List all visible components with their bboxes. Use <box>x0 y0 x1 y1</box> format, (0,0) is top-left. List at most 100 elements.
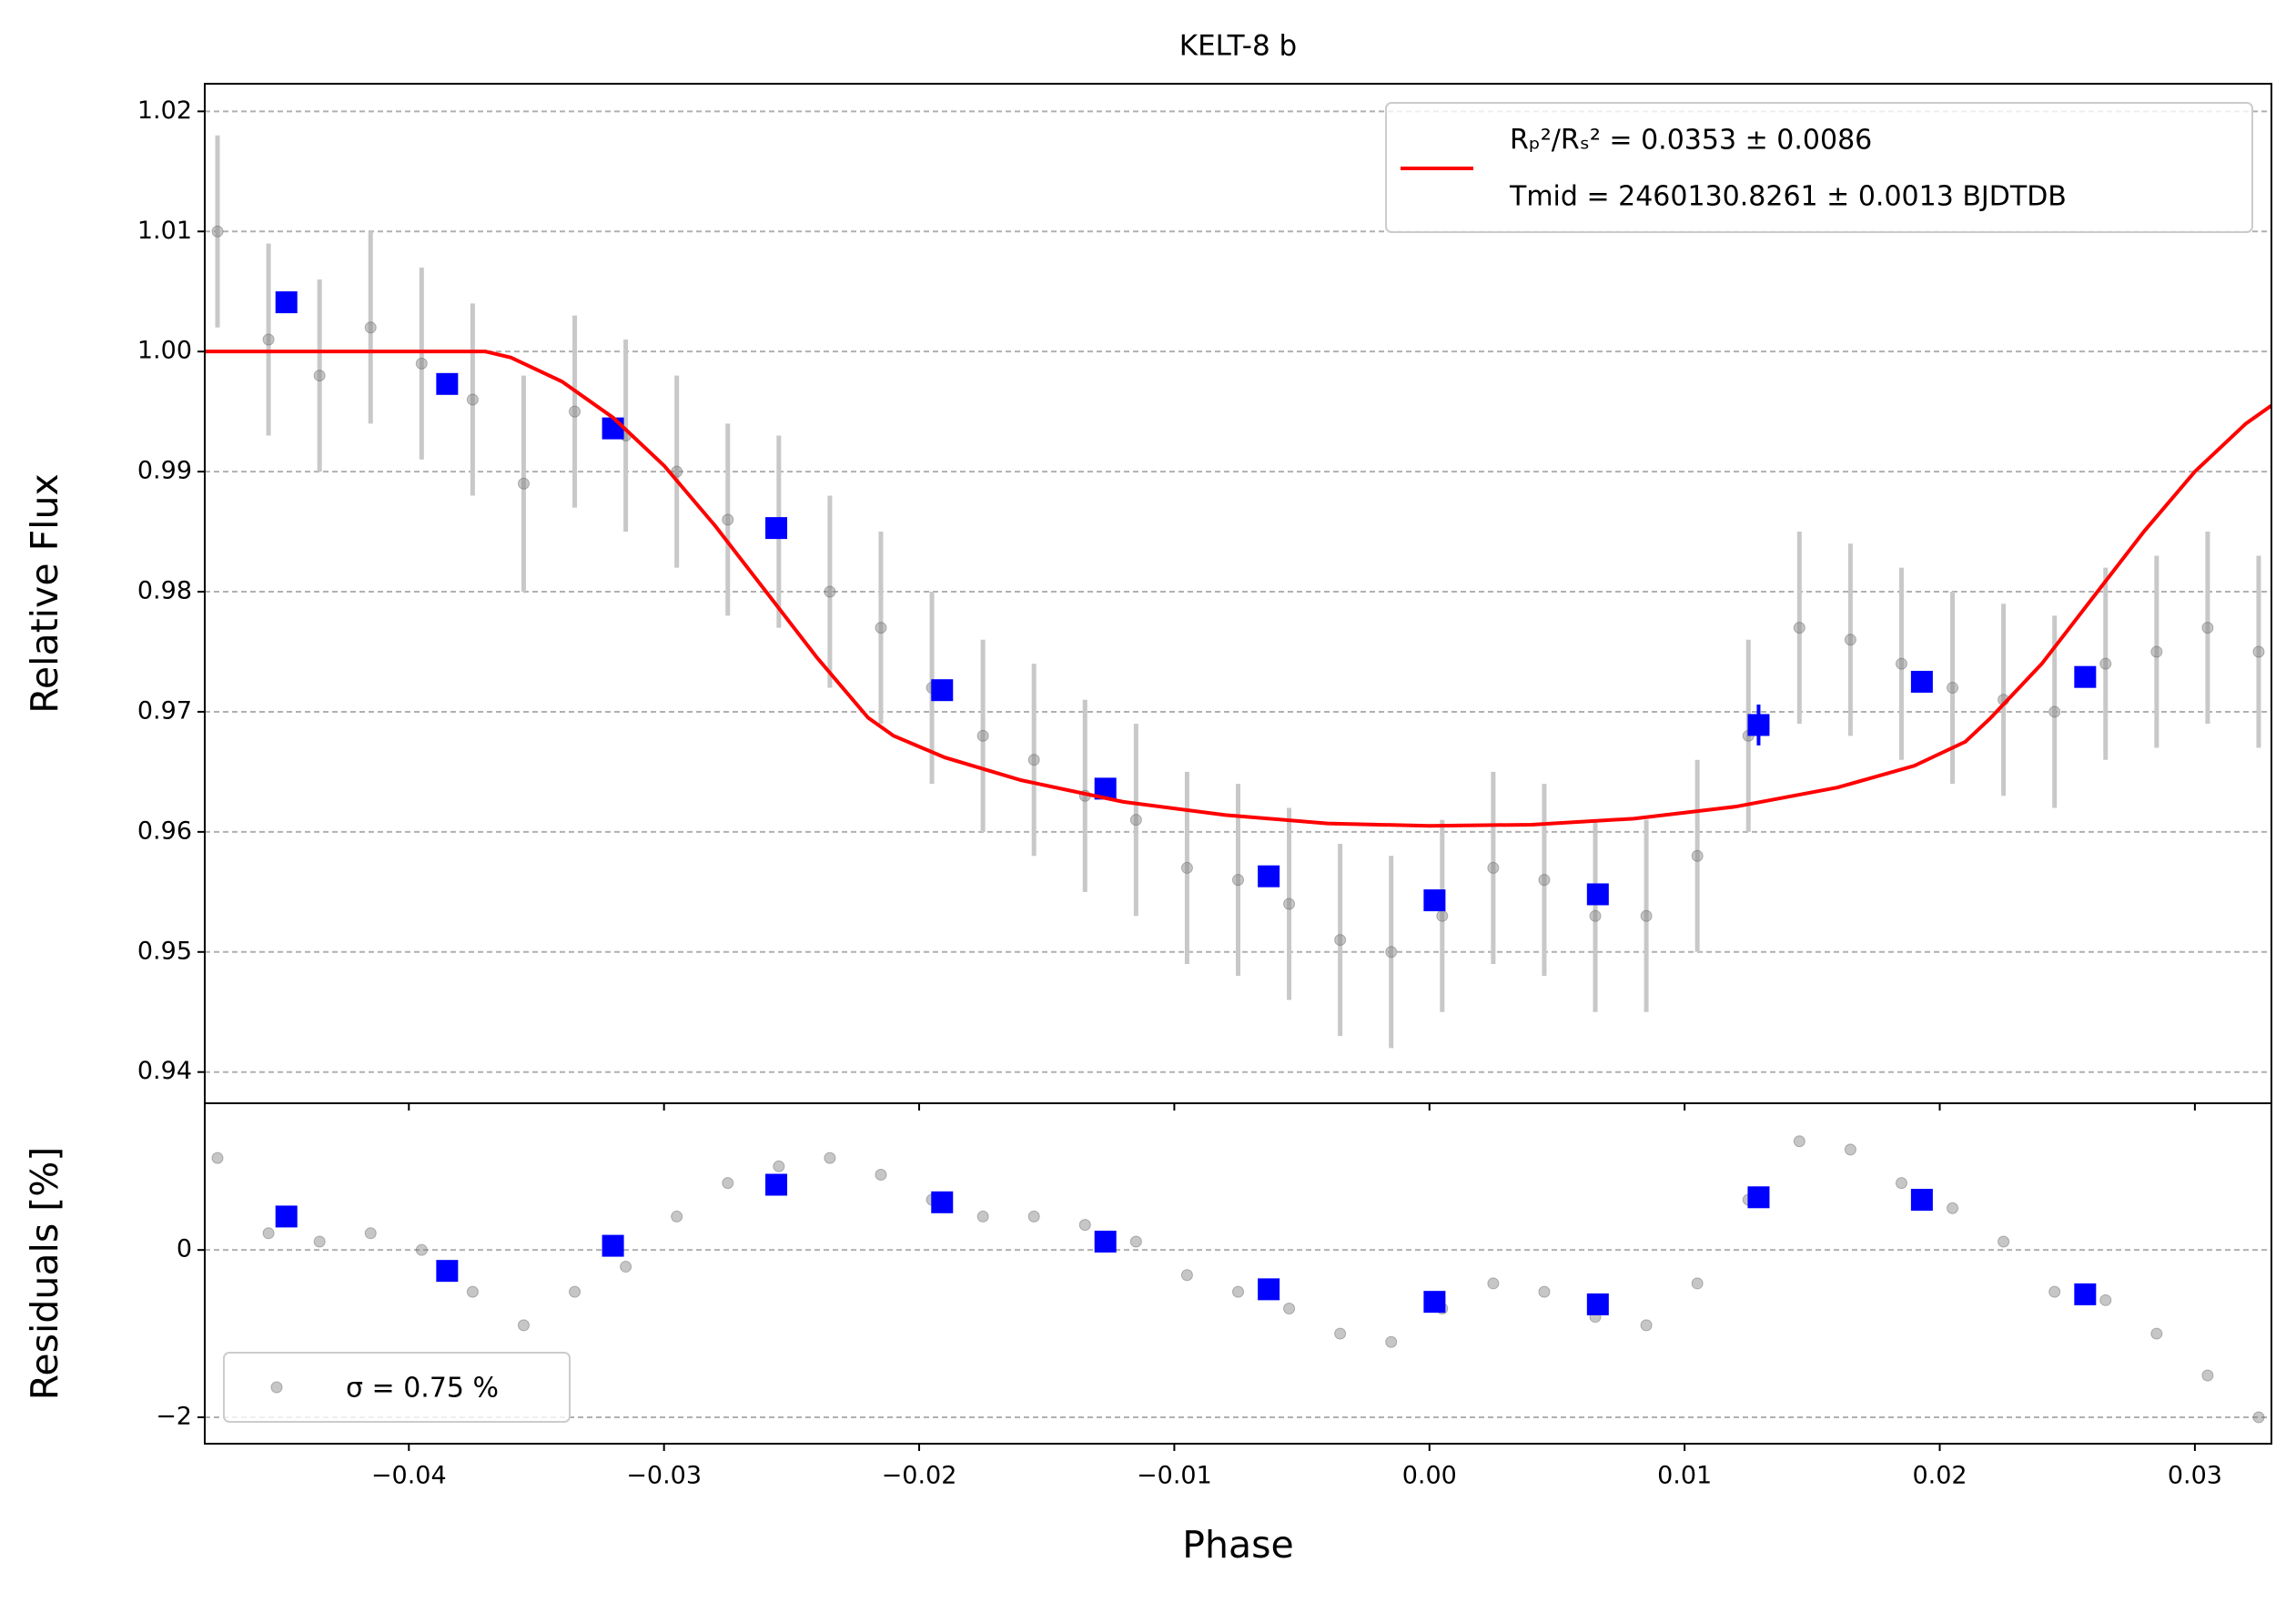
binned-point <box>436 372 459 395</box>
legend-label: Rₚ²/Rₛ² = 0.0353 ± 0.0086 <box>1510 125 1872 157</box>
data-point <box>1538 1285 1551 1298</box>
data-point <box>722 1177 734 1190</box>
data-point <box>1385 946 1398 959</box>
binned-point <box>2074 1283 2097 1305</box>
binned-point <box>1910 670 1933 693</box>
x-axis-label: Phase <box>1182 1523 1293 1567</box>
data-point <box>2099 1294 2112 1306</box>
x-tick-label: −0.01 <box>1137 1462 1212 1490</box>
data-point <box>2201 622 2214 634</box>
binned-point <box>436 1260 459 1283</box>
plot-area <box>211 1135 2265 1424</box>
binned-point <box>602 1234 624 1257</box>
data-point <box>875 1168 887 1181</box>
x-tick-label: 0.03 <box>2168 1462 2222 1490</box>
data-point <box>211 225 224 238</box>
data-point <box>1334 934 1347 947</box>
data-point <box>2201 1369 2214 1382</box>
binned-point <box>1910 1189 1933 1212</box>
data-point <box>1027 754 1040 766</box>
binned-point <box>1586 1293 1609 1315</box>
data-point <box>875 622 887 634</box>
legend-label: σ = 0.75 % <box>346 1373 499 1405</box>
binned-point <box>602 417 624 440</box>
data-point <box>1180 861 1193 874</box>
data-point <box>1589 909 1602 922</box>
data-point <box>364 1227 377 1240</box>
binned-point <box>1586 883 1609 906</box>
data-point <box>466 393 479 406</box>
x-tick-label: −0.02 <box>882 1462 957 1490</box>
legend-swatch <box>270 1381 283 1394</box>
data-point <box>773 1160 785 1172</box>
data-point <box>1947 682 1959 695</box>
data-point <box>1334 1327 1347 1340</box>
y-tick-label: −2 <box>156 1402 192 1430</box>
binned-point <box>1423 889 1446 912</box>
data-point <box>1998 1235 2010 1248</box>
data-point <box>1283 1303 1296 1315</box>
data-point <box>262 333 275 346</box>
axes-frame <box>204 1102 2272 1445</box>
y-tick-label: 0.98 <box>137 577 192 605</box>
data-point <box>313 370 326 382</box>
legend-box <box>1385 102 2253 233</box>
data-point <box>262 1227 275 1240</box>
binned-point <box>1258 865 1280 888</box>
binned-point <box>275 291 298 314</box>
data-point <box>1129 1235 1142 1248</box>
binned-point <box>2074 665 2097 688</box>
data-point <box>1027 1210 1040 1223</box>
data-point <box>824 585 836 598</box>
data-point <box>211 1152 224 1164</box>
y-tick-label: 0 <box>177 1235 192 1263</box>
binned-point <box>275 1205 298 1228</box>
data-point <box>1691 849 1704 862</box>
x-tick-label: −0.04 <box>371 1462 447 1490</box>
y-tick-label: 1.00 <box>137 337 192 365</box>
data-point <box>1844 634 1856 646</box>
y-tick-label: 0.99 <box>137 457 192 485</box>
y-tick-label: 0.97 <box>137 696 192 725</box>
data-point <box>976 1210 989 1223</box>
data-point <box>1895 1177 1907 1190</box>
data-point <box>569 405 582 418</box>
data-point <box>1078 1219 1091 1232</box>
data-point <box>1487 1277 1500 1290</box>
y-tick-label: 1.01 <box>137 217 192 245</box>
data-point <box>1385 1335 1398 1348</box>
data-point <box>415 1243 428 1256</box>
data-point <box>1640 909 1653 922</box>
x-tick-label: 0.00 <box>1402 1462 1457 1490</box>
y-tick-label: 0.96 <box>137 817 192 845</box>
data-point <box>1793 622 1805 634</box>
data-point <box>671 1210 683 1223</box>
data-point <box>2048 1285 2061 1298</box>
chart-title: KELT-8 b <box>1179 30 1297 63</box>
data-point <box>569 1285 582 1298</box>
data-point <box>517 477 530 490</box>
x-tick-label: 0.01 <box>1657 1462 1712 1490</box>
y-axis-label: Relative Flux <box>23 473 66 714</box>
plot-area <box>205 135 2271 1049</box>
data-point <box>1895 657 1907 670</box>
data-point <box>2150 1327 2163 1340</box>
data-point <box>1232 874 1244 887</box>
binned-point <box>1094 1230 1117 1253</box>
binned-point <box>931 679 954 702</box>
y-axis-label: Residuals [%] <box>23 1147 66 1401</box>
binned-point <box>765 1173 788 1196</box>
data-point <box>364 321 377 334</box>
data-point <box>1640 1319 1653 1332</box>
data-point <box>1538 874 1551 887</box>
data-point <box>620 1261 632 1273</box>
data-point <box>313 1235 326 1248</box>
binned-point <box>1747 714 1770 736</box>
y-tick-label: 0.95 <box>137 937 192 965</box>
data-point <box>1691 1277 1704 1290</box>
data-point <box>2099 657 2112 670</box>
binned-point <box>1747 1186 1770 1209</box>
model-line <box>205 350 2271 828</box>
y-tick-label: 1.02 <box>137 96 192 125</box>
